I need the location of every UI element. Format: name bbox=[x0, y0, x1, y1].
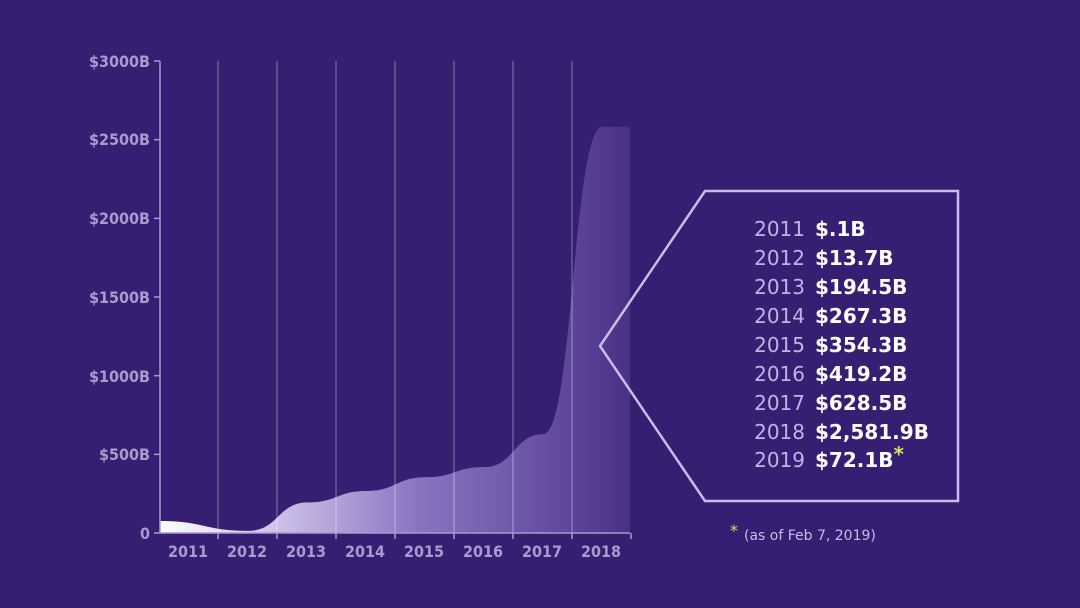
callout-year: 2018 bbox=[754, 420, 805, 444]
callout-value: $13.7B bbox=[815, 246, 894, 270]
callout-value-line: $72.1B* bbox=[815, 442, 905, 472]
footnote-marker: * bbox=[894, 442, 905, 466]
callout-value-line: $354.3B bbox=[815, 333, 907, 357]
callout-value: $2,581.9B bbox=[815, 420, 929, 444]
callout-year: 2013 bbox=[754, 275, 805, 299]
callout-value-line: $267.3B bbox=[815, 304, 907, 328]
callout-row: 2018 $2,581.9B bbox=[754, 420, 929, 444]
x-tick-label: 2011 bbox=[168, 542, 208, 561]
callout-row: 2016 $419.2B bbox=[754, 362, 907, 386]
callout-value: $419.2B bbox=[815, 362, 907, 386]
callout-row: 2012 $13.7B bbox=[754, 246, 893, 270]
callout-value-line: $.1B bbox=[815, 217, 866, 241]
callout-box bbox=[598, 189, 960, 503]
y-tick-labels: 0 $500B $1000B $1500B $2000B $2500B $300… bbox=[89, 52, 150, 543]
callout-list: 2011 $.1B 2012 $13.7B 2013 $194.5B 2014 … bbox=[754, 217, 929, 472]
callout-row: 2011 $.1B bbox=[754, 217, 866, 241]
callout-value-line: $628.5B bbox=[815, 391, 907, 415]
callout-row: 2014 $267.3B bbox=[754, 304, 907, 328]
y-tick-label: $500B bbox=[99, 445, 150, 464]
y-tick-label: $1500B bbox=[89, 288, 150, 307]
callout-value: $628.5B bbox=[815, 391, 907, 415]
y-tick-label: $3000B bbox=[89, 52, 150, 71]
x-tick-label: 2017 bbox=[522, 542, 562, 561]
y-tick-label: $1000B bbox=[89, 367, 150, 386]
callout-value: $267.3B bbox=[815, 304, 907, 328]
area-fill bbox=[160, 126, 630, 533]
x-tick-label: 2014 bbox=[345, 542, 385, 561]
callout-year: 2012 bbox=[754, 246, 805, 270]
callout-value-line: $13.7B bbox=[815, 246, 894, 270]
callout-year: 2011 bbox=[754, 217, 805, 241]
x-tick-label: 2016 bbox=[463, 542, 503, 561]
footnote-text: (as of Feb 7, 2019) bbox=[744, 528, 876, 544]
callout-row: 2013 $194.5B bbox=[754, 275, 907, 299]
y-tick-label: $2500B bbox=[89, 130, 150, 149]
callout-year: 2014 bbox=[754, 304, 805, 328]
callout-value-line: $194.5B bbox=[815, 275, 907, 299]
footnote-star: * bbox=[730, 521, 738, 540]
callout-row: 2017 $628.5B bbox=[754, 391, 907, 415]
y-tick-label: 0 bbox=[140, 524, 150, 543]
callout-year: 2017 bbox=[754, 391, 805, 415]
callout-value: $.1B bbox=[815, 217, 866, 241]
callout-value: $354.3B bbox=[815, 333, 907, 357]
x-tick-label: 2015 bbox=[404, 542, 444, 561]
area-series bbox=[160, 126, 630, 533]
x-tick-label: 2013 bbox=[286, 542, 326, 561]
callout-value: $72.1B bbox=[815, 448, 894, 472]
callout-value-line: $2,581.9B bbox=[815, 420, 929, 444]
callout-row: 2019 $72.1B* bbox=[754, 442, 904, 472]
gridlines bbox=[154, 60, 632, 539]
callout-year: 2015 bbox=[754, 333, 805, 357]
callout-value: $194.5B bbox=[815, 275, 907, 299]
callout-year: 2016 bbox=[754, 362, 805, 386]
callout-row: 2015 $354.3B bbox=[754, 333, 907, 357]
x-tick-labels: 2011 2012 2013 2014 2015 2016 2017 2018 bbox=[168, 542, 621, 561]
x-tick-label: 2018 bbox=[581, 542, 621, 561]
y-tick-label: $2000B bbox=[89, 209, 150, 228]
callout-value-line: $419.2B bbox=[815, 362, 907, 386]
callout-year: 2019 bbox=[754, 448, 805, 472]
footnote: * (as of Feb 7, 2019) bbox=[730, 521, 876, 544]
x-tick-label: 2012 bbox=[227, 542, 267, 561]
